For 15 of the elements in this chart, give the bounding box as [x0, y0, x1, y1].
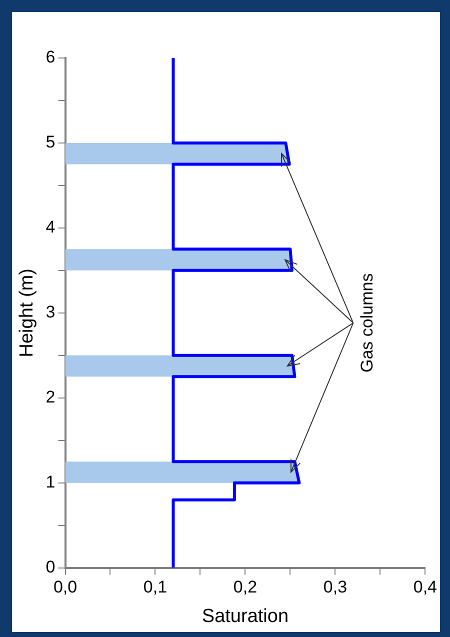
x-tick-label: 0,4	[413, 578, 438, 597]
x-tick-label: 0,3	[323, 578, 348, 597]
x-tick-label: 0,1	[143, 578, 168, 597]
y-tick-label: 5	[46, 132, 56, 152]
y-tick-label: 3	[46, 302, 56, 322]
y-tick-label: 0	[46, 557, 56, 576]
y-tick-label: 1	[46, 472, 56, 492]
y-axis-title: Height (m)	[16, 268, 38, 358]
x-axis-title: Saturation	[202, 606, 289, 627]
y-tick-label: 4	[46, 218, 56, 237]
x-tick-label: 0,2	[233, 578, 258, 597]
y-tick-label: 2	[46, 388, 56, 407]
x-tick-label: 0,0	[53, 578, 78, 597]
annotation: Gas columns	[358, 273, 377, 372]
y-tick-label: 6	[46, 48, 56, 67]
